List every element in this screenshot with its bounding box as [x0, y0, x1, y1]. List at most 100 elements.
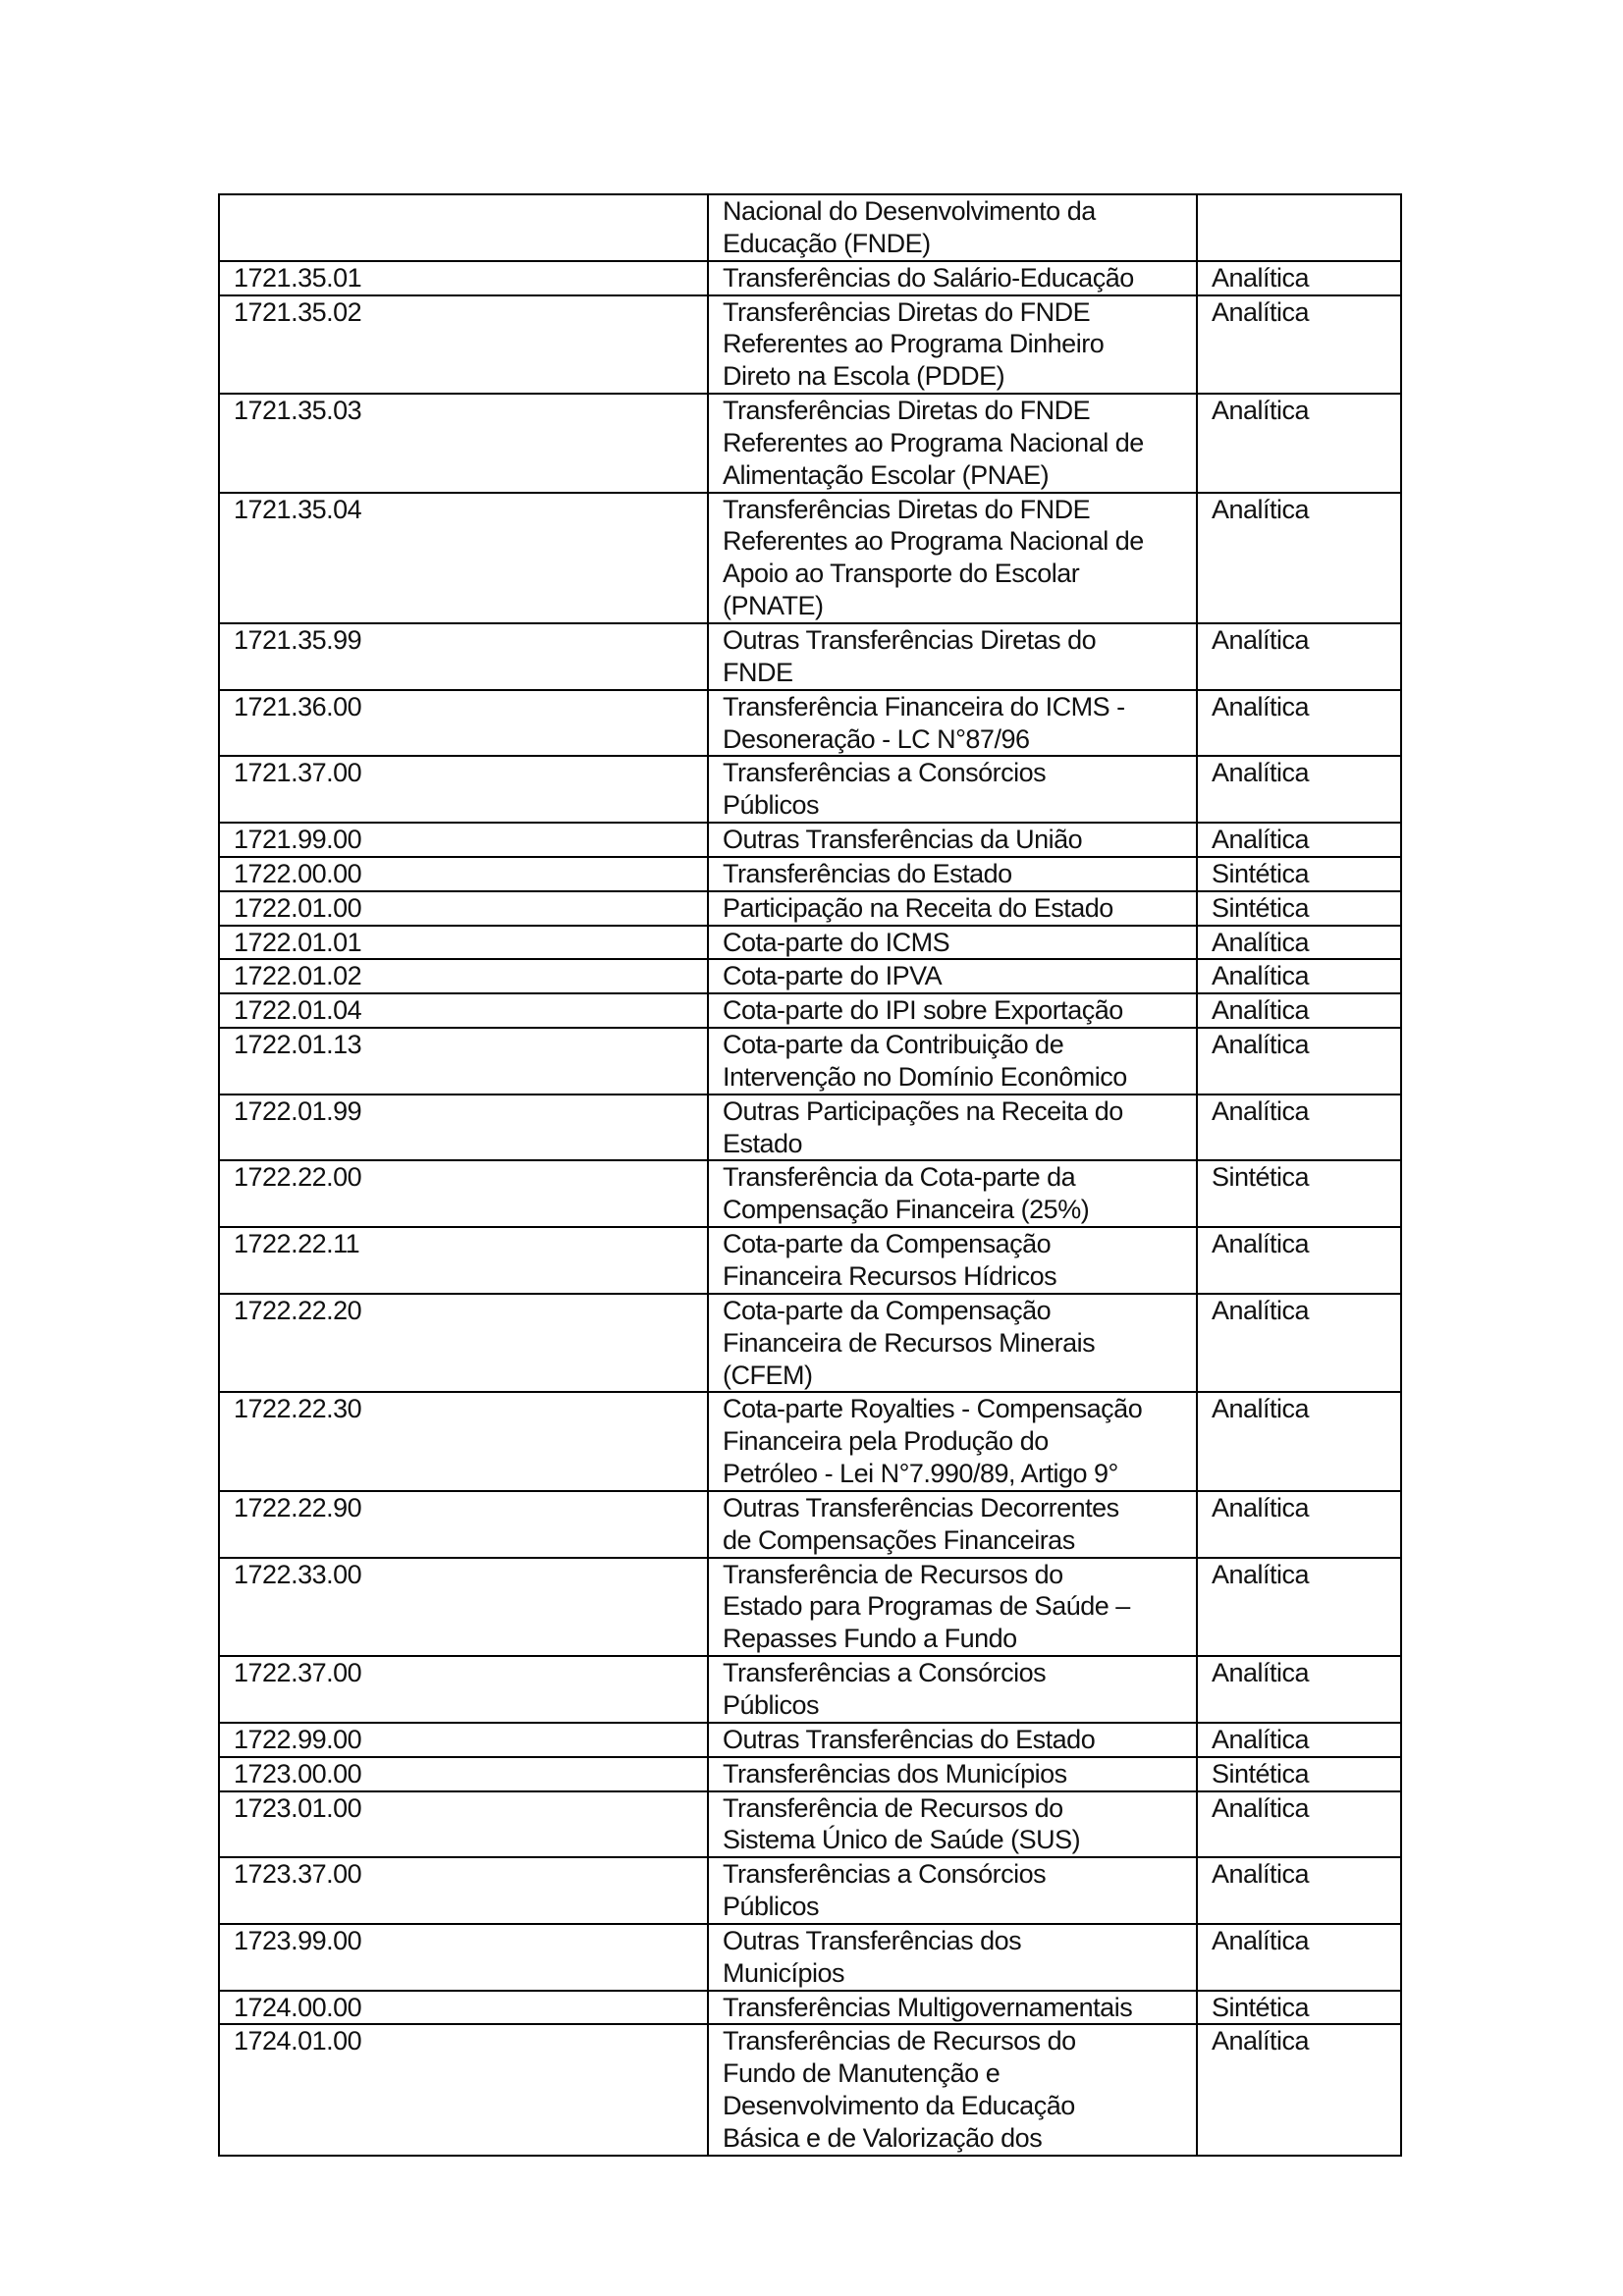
code-cell: 1723.00.00 [218, 1755, 709, 1792]
description-cell: Cota-parte da Compensação Financeira Rec… [707, 1226, 1198, 1295]
description-cell: Outras Transferências da União [707, 822, 1198, 858]
type-cell: Analítica [1196, 1489, 1402, 1559]
table-row: 1722.01.04 Cota-parte do IPI sobre Export… [218, 992, 1402, 1030]
type-cell: Analítica [1196, 688, 1402, 758]
description-cell: Outras Transferências Diretas do FNDE [707, 621, 1198, 691]
type-cell: Analítica [1196, 1789, 1402, 1859]
code-cell: 1722.37.00 [218, 1655, 709, 1724]
description-cell: Cota-parte do ICMS [707, 924, 1198, 961]
code-cell [218, 193, 709, 262]
type-cell: Analítica [1196, 491, 1402, 624]
description-cell: Transferências de Recursos do Fundo de M… [707, 2023, 1198, 2157]
code-cell: 1723.37.00 [218, 1856, 709, 1925]
table-row: 1722.22.20 Cota-parte da Compensação Fina… [218, 1292, 1402, 1394]
table-row: 1722.22.90 Outras Transferências Decorren… [218, 1489, 1402, 1559]
code-cell: 1722.22.90 [218, 1489, 709, 1559]
code-cell: 1722.01.04 [218, 992, 709, 1030]
type-cell: Analítica [1196, 1655, 1402, 1724]
type-cell: Analítica [1196, 1721, 1402, 1758]
description-cell: Outras Transferências Decorrentes de Com… [707, 1489, 1198, 1559]
type-cell: Analítica [1196, 1856, 1402, 1925]
description-cell: Transferências do Estado [707, 855, 1198, 892]
description-cell: Outras Transferências dos Municípios [707, 1922, 1198, 1992]
table-row: 1722.01.13 Cota-parte da Contribuição de … [218, 1027, 1402, 1095]
description-cell: Transferência da Cota-parte da Compensaç… [707, 1159, 1198, 1229]
type-cell: Analítica [1196, 992, 1402, 1030]
description-cell: Transferências Diretas do FNDE Referente… [707, 294, 1198, 396]
description-cell: Cota-parte da Contribuição de Intervençã… [707, 1027, 1198, 1095]
code-cell: 1723.99.00 [218, 1922, 709, 1992]
description-cell: Transferências do Salário-Educação [707, 259, 1198, 296]
code-cell: 1722.99.00 [218, 1721, 709, 1758]
table-row: 1721.37.00 Transferências a Consórcios Pú… [218, 755, 1402, 825]
type-cell: Sintética [1196, 1755, 1402, 1792]
table-body: Nacional do Desenvolvimento da Educação … [218, 193, 1402, 2157]
table-row: 1723.00.00 Transferências dos Municípios S… [218, 1755, 1402, 1792]
table-row: 1721.35.01 Transferências do Salário-Educ… [218, 259, 1402, 296]
description-cell: Cota-parte do IPVA [707, 958, 1198, 995]
table-row: 1721.35.03 Transferências Diretas do FNDE… [218, 393, 1402, 494]
code-cell: 1722.33.00 [218, 1556, 709, 1658]
table-row: 1721.35.04 Transferências Diretas do FNDE… [218, 491, 1402, 624]
type-cell: Analítica [1196, 259, 1402, 296]
table-row: 1723.01.00 Transferência de Recursos do S… [218, 1789, 1402, 1859]
type-cell: Analítica [1196, 755, 1402, 825]
type-cell: Sintética [1196, 855, 1402, 892]
description-cell: Transferências Diretas do FNDE Referente… [707, 393, 1198, 494]
code-cell: 1721.37.00 [218, 755, 709, 825]
table-row: 1722.99.00 Outras Transferências do Estad… [218, 1721, 1402, 1758]
type-cell [1196, 193, 1402, 262]
type-cell: Analítica [1196, 1391, 1402, 1492]
description-cell: Transferência Financeira do ICMS - Deson… [707, 688, 1198, 758]
type-cell: Sintética [1196, 1989, 1402, 2026]
code-cell: 1721.36.00 [218, 688, 709, 758]
type-cell: Analítica [1196, 294, 1402, 396]
description-cell: Transferências Multigovernamentais [707, 1989, 1198, 2026]
code-cell: 1721.35.01 [218, 259, 709, 296]
code-cell: 1722.22.30 [218, 1391, 709, 1492]
table-row: 1722.01.01 Cota-parte do ICMS Analítica [218, 924, 1402, 961]
code-cell: 1721.35.99 [218, 621, 709, 691]
description-cell: Transferências a Consórcios Públicos [707, 1655, 1198, 1724]
table-row: 1721.36.00 Transferência Financeira do IC… [218, 688, 1402, 758]
code-cell: 1721.99.00 [218, 822, 709, 858]
table-row: 1722.37.00 Transferências a Consórcios Pú… [218, 1655, 1402, 1724]
table-row: 1722.00.00 Transferências do Estado Sintét… [218, 855, 1402, 892]
description-cell: Cota-parte Royalties - Compensação Finan… [707, 1391, 1198, 1492]
description-cell: Transferências a Consórcios Públicos [707, 1856, 1198, 1925]
type-cell: Analítica [1196, 958, 1402, 995]
table-row: 1721.35.99 Outras Transferências Diretas … [218, 621, 1402, 691]
type-cell: Analítica [1196, 1922, 1402, 1992]
table-row: 1722.22.00 Transferência da Cota-parte da… [218, 1159, 1402, 1229]
description-cell: Cota-parte do IPI sobre Exportação [707, 992, 1198, 1030]
table-row: 1723.99.00 Outras Transferências dos Muni… [218, 1922, 1402, 1992]
code-cell: 1722.22.00 [218, 1159, 709, 1229]
code-cell: 1722.01.13 [218, 1027, 709, 1095]
description-cell: Nacional do Desenvolvimento da Educação … [707, 193, 1198, 262]
code-cell: 1724.01.00 [218, 2023, 709, 2157]
type-cell: Analítica [1196, 1292, 1402, 1394]
table-row: 1721.35.02 Transferências Diretas do FNDE… [218, 294, 1402, 396]
description-cell: Cota-parte da Compensação Financeira de … [707, 1292, 1198, 1394]
code-cell: 1722.01.02 [218, 958, 709, 995]
table-row: 1723.37.00 Transferências a Consórcios Pú… [218, 1856, 1402, 1925]
code-cell: 1724.00.00 [218, 1989, 709, 2026]
description-cell: Transferências dos Municípios [707, 1755, 1198, 1792]
code-cell: 1722.01.00 [218, 889, 709, 927]
table-row: Nacional do Desenvolvimento da Educação … [218, 193, 1402, 262]
code-cell: 1722.22.20 [218, 1292, 709, 1394]
table-row: 1722.22.30 Cota-parte Royalties - Compens… [218, 1391, 1402, 1492]
type-cell: Analítica [1196, 621, 1402, 691]
type-cell: Analítica [1196, 822, 1402, 858]
type-cell: Analítica [1196, 1556, 1402, 1658]
code-cell: 1722.22.11 [218, 1226, 709, 1295]
type-cell: Analítica [1196, 393, 1402, 494]
table-row: 1722.22.11 Cota-parte da Compensação Fina… [218, 1226, 1402, 1295]
type-cell: Sintética [1196, 889, 1402, 927]
code-cell: 1721.35.02 [218, 294, 709, 396]
type-cell: Analítica [1196, 924, 1402, 961]
table-row: 1724.00.00 Transferências Multigovernamen… [218, 1989, 1402, 2026]
description-cell: Participação na Receita do Estado [707, 889, 1198, 927]
code-cell: 1723.01.00 [218, 1789, 709, 1859]
table-row: 1721.99.00 Outras Transferências da União… [218, 822, 1402, 858]
